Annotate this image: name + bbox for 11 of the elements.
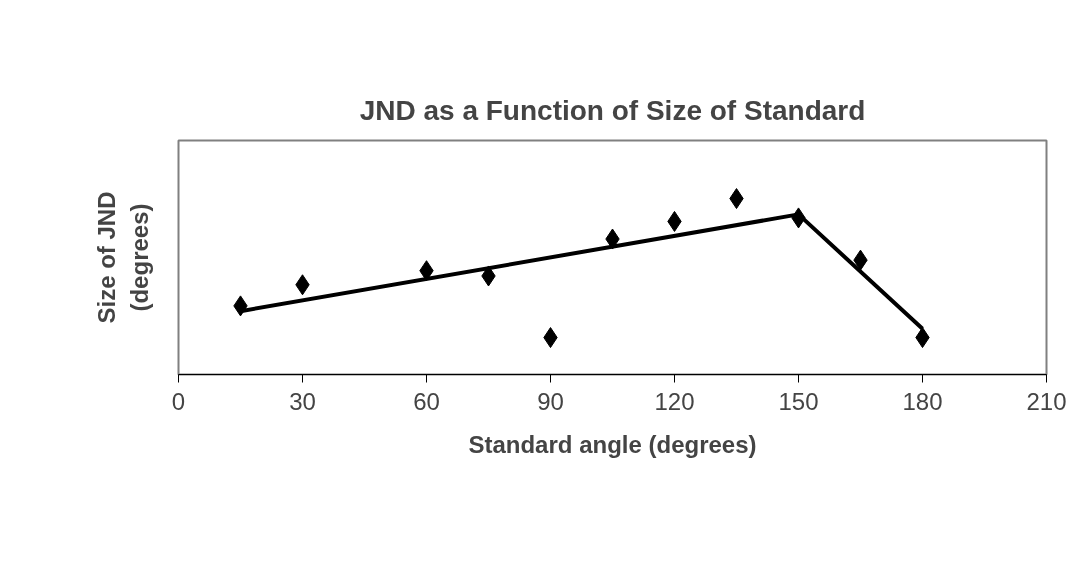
x-tick-label: 30: [289, 387, 316, 415]
chart-title: JND as a Function of Size of Standard: [359, 94, 866, 126]
x-tick-label: 150: [778, 387, 819, 415]
x-tick-label: 0: [171, 387, 186, 415]
x-tick-label: 60: [413, 387, 440, 415]
y-axis-title: Size of JND (degrees): [93, 191, 153, 324]
x-tick-label: 210: [1026, 387, 1067, 415]
x-axis-title: Standard angle (degrees): [468, 430, 757, 458]
x-tick-label: 90: [537, 387, 564, 415]
x-tick-label: 180: [902, 387, 943, 415]
x-tick-label: 120: [654, 387, 695, 415]
